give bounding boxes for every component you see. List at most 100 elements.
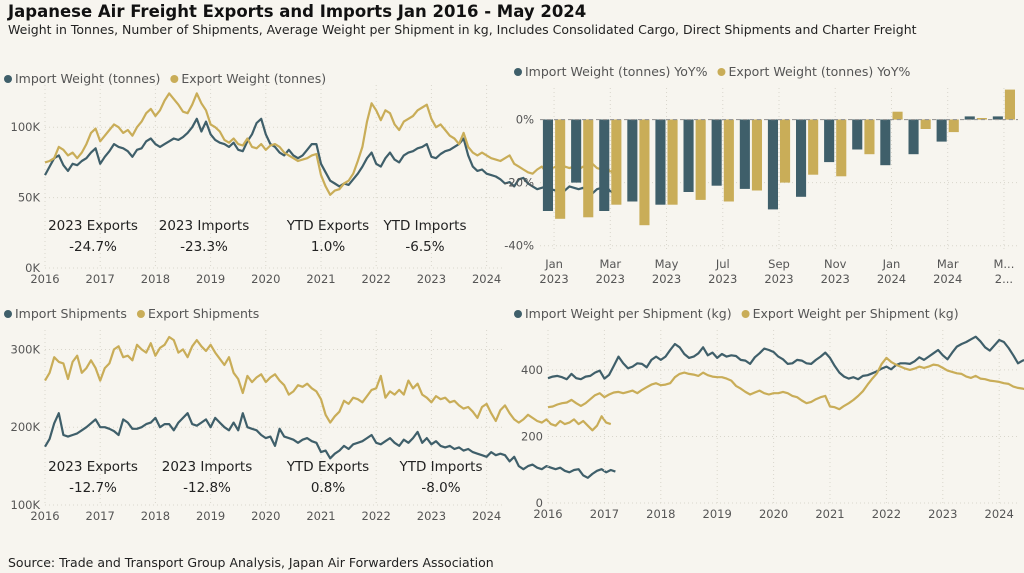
chart-1-bar-import — [880, 119, 891, 166]
chart-3-panel: 0 200 400 2016 2017 2018 2019 2020 2021 2022 2023 2… — [514, 306, 1024, 521]
source-note: Source: Trade and Transport Group Analys… — [8, 555, 494, 570]
chart-0-legend-dot-import — [4, 75, 12, 83]
chart-3-ytick: 400 — [521, 363, 543, 377]
chart-1-bar-import — [683, 119, 694, 192]
chart-2-legend-dot-import — [4, 310, 12, 318]
chart-2-stat-label: 2023 Exports — [48, 459, 138, 475]
chart-1-bar-import — [711, 119, 722, 186]
chart-1-bar-export — [920, 119, 931, 129]
chart-0-stat-label: YTD Imports — [382, 218, 466, 234]
chart-1-bar-import — [739, 119, 750, 189]
chart-1-xtick-month: May — [655, 257, 679, 271]
chart-0-legend-import: Import Weight (tonnes) — [15, 71, 160, 86]
chart-3-legend-import: Import Weight per Shipment (kg) — [525, 306, 732, 321]
chart-1-bar-import — [852, 119, 863, 150]
chart-0-xtick: 2021 — [306, 272, 335, 286]
chart-3-line-import — [547, 335, 1024, 381]
chart-0-ytick: 0K — [25, 261, 40, 275]
chart-1-legend-import: Import Weight (tonnes) YoY% — [525, 64, 708, 79]
chart-1-xtick-year: 2024 — [877, 272, 906, 286]
chart-1-xtick-month: Jul — [715, 257, 730, 271]
chart-2-stat-label: 2023 Imports — [162, 459, 253, 475]
chart-2-stat-label: YTD Exports — [286, 459, 369, 475]
chart-1-bar-import — [571, 119, 582, 183]
chart-0-stat-value: -24.7% — [69, 239, 117, 255]
chart-3-xtick: 2023 — [928, 507, 957, 521]
chart-0-ytick: 50K — [18, 191, 41, 205]
chart-1-ytick: 0% — [516, 113, 534, 127]
chart-1-legend-dot-export — [717, 68, 726, 76]
chart-0-stat-label: 2023 Imports — [159, 218, 250, 234]
chart-3-ytick: 0 — [536, 496, 543, 510]
chart-2-stat-value: 0.8% — [311, 480, 345, 496]
chart-3-xtick: 2016 — [533, 507, 562, 521]
chart-2-legend-export: Export Shipments — [148, 306, 259, 321]
chart-0-stat-label: YTD Exports — [286, 218, 369, 234]
chart-2-ytick: 300K — [11, 342, 41, 356]
chart-1-bar-import — [655, 119, 666, 205]
chart-0-xtick: 2020 — [251, 272, 280, 286]
chart-1-bar-export — [780, 119, 791, 183]
chart-1-xtick-year: 2023 — [652, 272, 681, 286]
chart-1-xtick-month: Mar — [937, 257, 959, 271]
chart-1-bar-export — [555, 119, 566, 219]
chart-1-bar-export — [583, 119, 594, 218]
chart-1-xtick-month: Jan — [882, 257, 901, 271]
chart-3-ytick: 200 — [521, 429, 543, 443]
chart-1-bar-export — [1004, 89, 1015, 120]
chart-0-xtick: 2022 — [362, 272, 391, 286]
chart-2-line-export — [44, 335, 612, 432]
chart-1-legend-dot-import — [514, 68, 522, 76]
chart-2-xtick: 2018 — [141, 509, 170, 523]
chart-1-xtick-month: Nov — [824, 257, 847, 271]
chart-1-bar-export — [836, 119, 847, 177]
chart-2-xtick: 2016 — [30, 509, 59, 523]
chart-0-stat-value: 1.0% — [311, 239, 345, 255]
chart-1-bar-import — [767, 119, 778, 210]
chart-1-bar-import — [542, 119, 553, 211]
chart-1-bar-import — [964, 116, 975, 120]
chart-1-bar-export — [864, 119, 875, 155]
chart-1-xtick-year: 2023 — [708, 272, 737, 286]
chart-0-legend-dot-export — [170, 75, 179, 83]
chart-0-panel: 0K 50K 100K 2016 2017 2018 2019 2020 2021 2022 202… — [4, 71, 621, 286]
chart-0-ytick: 100K — [11, 120, 41, 134]
chart-2-xtick: 2019 — [196, 509, 225, 523]
chart-2-xtick: 2023 — [417, 509, 446, 523]
chart-1-xtick-year: 2023 — [821, 272, 850, 286]
chart-2-panel: 100K 200K 300K 2016 2017 2018 2019 2020 2021 2022… — [4, 306, 616, 523]
chart-0-legend-export: Export Weight (tonnes) — [181, 71, 326, 86]
chart-2-stat-label: YTD Imports — [398, 459, 482, 475]
chart-0-stat-label: 2023 Exports — [48, 218, 138, 234]
chart-2-stat-value: -12.8% — [183, 480, 231, 496]
chart-3-line-export — [547, 356, 1024, 411]
chart-0-line-export — [44, 92, 621, 196]
chart-3-xtick: 2021 — [815, 507, 844, 521]
chart-0-xtick: 2016 — [30, 272, 59, 286]
chart-2-xtick: 2024 — [472, 509, 501, 523]
chart-1-xtick-year: 2024 — [933, 272, 962, 286]
chart-1-xtick-year: 2... — [995, 272, 1013, 286]
chart-1-bar-import — [992, 116, 1003, 120]
chart-3-xtick: 2019 — [703, 507, 732, 521]
chart-1-ytick: -40% — [504, 239, 534, 253]
chart-1-bar-export — [667, 119, 678, 205]
chart-2-stat-value: -8.0% — [421, 480, 460, 496]
chart-3-xtick: 2024 — [985, 507, 1014, 521]
chart-2-xtick: 2020 — [251, 509, 280, 523]
chart-1-xtick-month: Mar — [599, 257, 621, 271]
chart-2-legend-dot-export — [136, 310, 145, 318]
chart-3-xtick: 2018 — [646, 507, 675, 521]
chart-2-xtick: 2022 — [362, 509, 391, 523]
chart-2-xtick: 2021 — [306, 509, 335, 523]
page-subtitle: Weight in Tonnes, Number of Shipments, A… — [8, 22, 917, 37]
chart-1-bar-import — [627, 119, 638, 202]
chart-0-xtick: 2018 — [141, 272, 170, 286]
chart-1-xtick-year: 2023 — [539, 272, 568, 286]
chart-3-xtick: 2022 — [872, 507, 901, 521]
chart-3-legend-dot-export — [741, 310, 750, 318]
chart-1-xtick-year: 2023 — [596, 272, 625, 286]
chart-1-bar-import — [796, 119, 807, 197]
chart-2-xtick: 2017 — [86, 509, 115, 523]
